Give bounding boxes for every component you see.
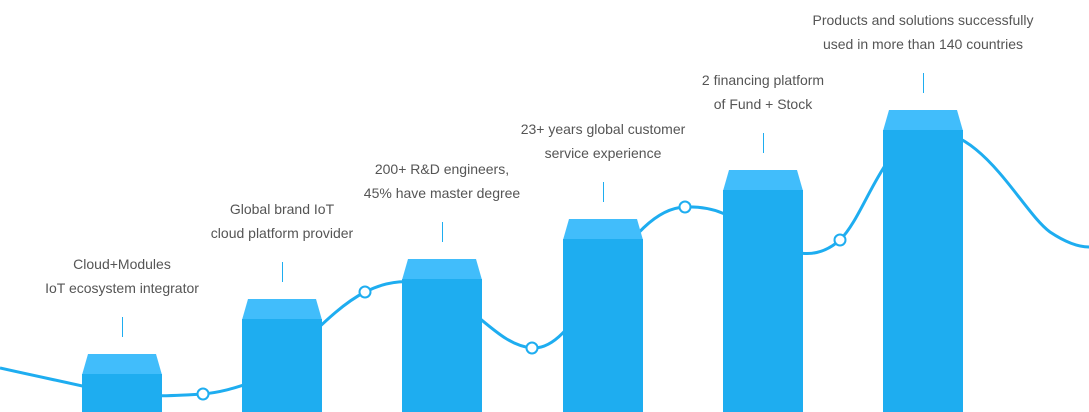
bar <box>883 130 963 412</box>
curve-node <box>833 233 847 247</box>
milestone-label: 23+ years global customer service experie… <box>473 117 733 165</box>
milestone-text: cloud platform provider <box>210 225 354 241</box>
bar <box>563 239 643 412</box>
milestone-text: 23+ years global customer <box>520 121 686 137</box>
milestone-text: IoT ecosystem integrator <box>45 280 199 296</box>
milestone-label: 2 financing platform of Fund + Stock <box>633 68 893 116</box>
milestone-text: used in more than 140 countries <box>822 36 1023 52</box>
curve-node <box>678 200 692 214</box>
bar-top <box>82 354 162 375</box>
bar <box>402 279 482 412</box>
milestone-label: 200+ R&D engineers, 45% have master degre… <box>312 157 572 205</box>
curve-node <box>525 341 539 355</box>
milestone-text: 45% have master degree <box>363 185 521 201</box>
curve-node <box>358 285 372 299</box>
bar-top <box>563 219 643 240</box>
milestone-label: Products and solutions successfully used … <box>793 8 1053 56</box>
curve-node <box>196 387 210 401</box>
milestone-text: Products and solutions successfully <box>812 12 1034 28</box>
milestone-text: 200+ R&D engineers, <box>374 161 510 177</box>
milestone-text: 2 financing platform <box>701 72 825 88</box>
bar-top <box>723 170 803 191</box>
milestone-label: Global brand IoT cloud platform provider <box>152 197 412 245</box>
milestone-text: of Fund + Stock <box>713 96 813 112</box>
bar-top <box>242 299 322 320</box>
bar-top <box>883 110 963 131</box>
milestone-label: Cloud+Modules IoT ecosystem integrator <box>0 252 252 300</box>
milestone-text: Global brand IoT <box>229 201 335 217</box>
milestone-text: service experience <box>544 145 662 161</box>
bar <box>242 319 322 412</box>
milestone-text: Cloud+Modules <box>73 256 171 272</box>
bar <box>723 190 803 412</box>
bar <box>82 374 162 412</box>
bar-top <box>402 259 482 280</box>
